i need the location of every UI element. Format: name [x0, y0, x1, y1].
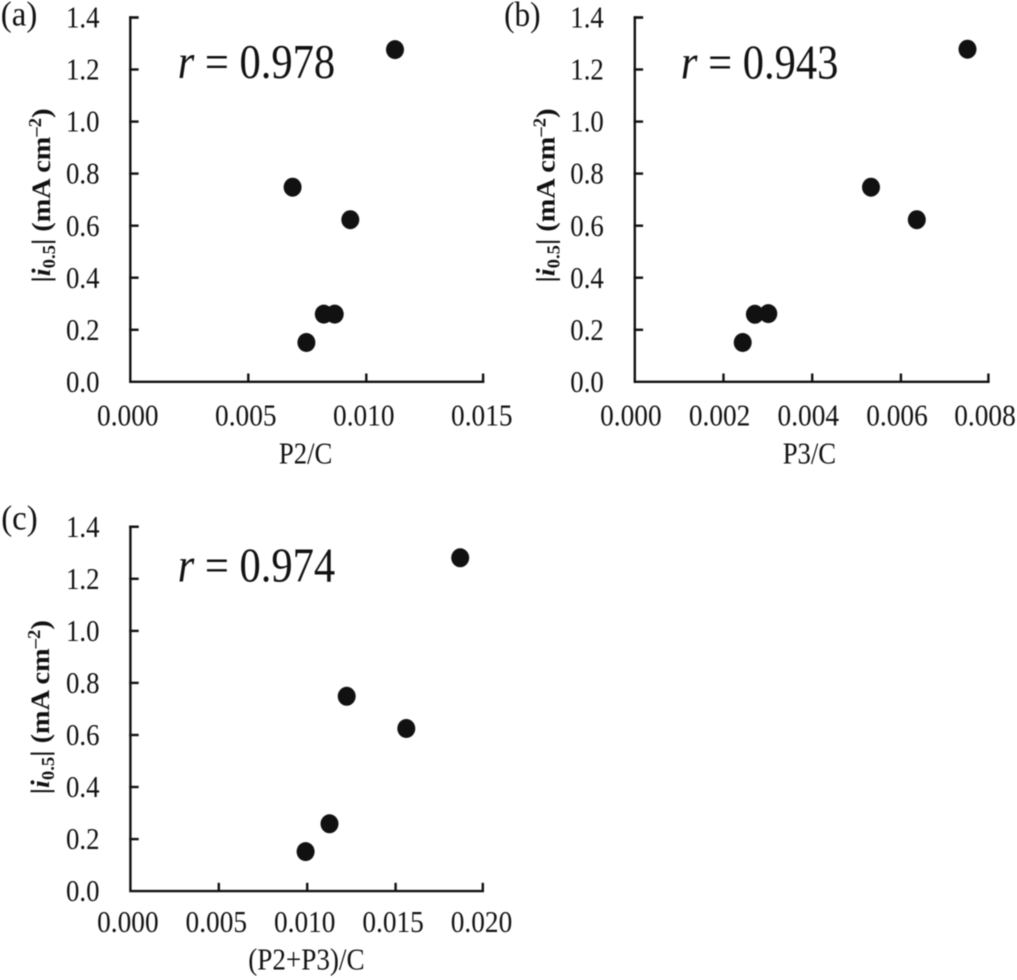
svg-text:0.015: 0.015 [362, 905, 424, 939]
svg-text:r = 0.974: r = 0.974 [178, 539, 336, 592]
svg-text:0.2: 0.2 [66, 313, 100, 347]
svg-text:(a): (a) [1, 0, 38, 33]
svg-text:1.2: 1.2 [66, 562, 100, 596]
svg-text:0.000: 0.000 [97, 905, 159, 939]
svg-text:0.005: 0.005 [215, 398, 277, 432]
svg-text:r = 0.978: r = 0.978 [178, 36, 336, 89]
svg-text:0.4: 0.4 [570, 261, 604, 295]
svg-text:(c): (c) [1, 499, 38, 538]
svg-text:0.000: 0.000 [600, 398, 662, 432]
svg-text:0.8: 0.8 [66, 157, 100, 191]
svg-text:0.6: 0.6 [570, 209, 604, 243]
svg-text:P2/C: P2/C [279, 437, 332, 471]
svg-text:0.006: 0.006 [866, 398, 928, 432]
svg-text:0.4: 0.4 [66, 770, 100, 804]
svg-text:(b): (b) [504, 0, 540, 34]
svg-text:1.4: 1.4 [570, 1, 604, 35]
svg-text:|i0.5| (mA cm–2): |i0.5| (mA cm–2) [25, 620, 59, 794]
svg-text:|i0.5| (mA cm–2): |i0.5| (mA cm–2) [26, 109, 60, 283]
svg-text:P3/C: P3/C [783, 437, 836, 471]
svg-text:0.020: 0.020 [451, 905, 513, 939]
svg-text:0.6: 0.6 [66, 718, 100, 752]
svg-text:0.010: 0.010 [333, 398, 395, 432]
svg-text:0.4: 0.4 [66, 261, 100, 295]
svg-text:1.0: 1.0 [66, 614, 100, 648]
svg-text:0.008: 0.008 [954, 398, 1016, 432]
svg-text:|i0.5| (mA cm–2): |i0.5| (mA cm–2) [530, 109, 564, 283]
svg-text:0.005: 0.005 [186, 905, 248, 939]
svg-text:(P2+P3)/C: (P2+P3)/C [248, 943, 364, 977]
svg-text:0.0: 0.0 [66, 365, 100, 399]
svg-text:0.6: 0.6 [66, 209, 100, 243]
svg-text:0.010: 0.010 [274, 905, 336, 939]
svg-text:0.0: 0.0 [570, 365, 604, 399]
svg-text:r = 0.943: r = 0.943 [681, 37, 839, 90]
svg-text:1.2: 1.2 [66, 53, 100, 87]
svg-text:1.4: 1.4 [66, 510, 100, 544]
svg-text:1.2: 1.2 [570, 53, 604, 87]
svg-text:0.8: 0.8 [570, 157, 604, 191]
svg-text:1.0: 1.0 [570, 105, 604, 139]
svg-text:0.2: 0.2 [66, 822, 100, 856]
svg-text:1.4: 1.4 [66, 1, 100, 35]
svg-text:0.0: 0.0 [66, 874, 100, 908]
svg-text:1.0: 1.0 [66, 105, 100, 139]
svg-text:0.002: 0.002 [689, 398, 751, 432]
svg-text:0.8: 0.8 [66, 666, 100, 700]
svg-text:0.2: 0.2 [570, 313, 604, 347]
svg-text:0.015: 0.015 [451, 398, 513, 432]
svg-text:0.000: 0.000 [97, 398, 159, 432]
svg-text:0.004: 0.004 [778, 398, 840, 432]
